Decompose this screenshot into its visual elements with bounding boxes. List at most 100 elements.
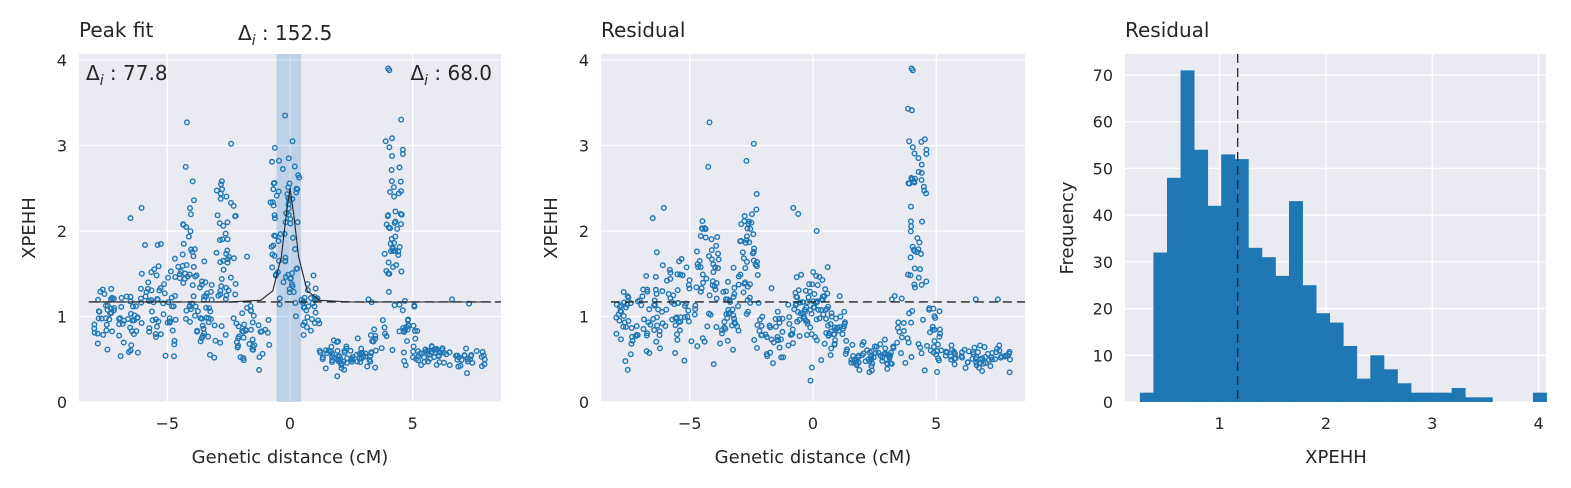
peak-fit-point-189 [194,327,201,334]
peak-fit-point-96 [172,316,179,323]
histogram-bar-16 [1356,378,1371,402]
residual-scatter-point-66 [672,350,679,357]
residual-scatter-point-146 [698,285,705,292]
residual-scatter-point-97 [669,316,676,323]
residual-scatter-point-90 [663,306,670,313]
residual-scatter-point-432 [866,349,873,356]
peak-fit-point-69 [170,353,177,360]
delta-annotation-left: Δi : 77.8 [86,61,168,89]
residual-scatter-point-604 [649,215,656,222]
residual-scatter-point-307 [819,277,826,284]
residual-scatter-point-450 [900,320,907,327]
peak-fit-point-488 [398,268,405,275]
residual-scatter-point-527 [930,305,937,312]
histogram-bar-19 [1397,383,1412,402]
peak-fit-point-89 [146,325,153,332]
histogram-bar-9 [1261,257,1276,402]
residual-scatter-point-200 [753,206,760,213]
residual-scatter-point-238 [754,271,761,278]
peak-fit-point-67 [142,242,149,249]
residual-scatter-point-147 [708,247,715,254]
peak-fit-point-49 [96,308,103,315]
residual-scatter-point-192 [721,324,728,331]
peak-fit-point-237 [217,291,224,298]
peak-fit-point-92 [172,292,179,299]
residual-scatter-point-118 [663,277,670,284]
residual-scatter-point-454 [895,319,902,326]
residual-scatter-point-89 [653,249,660,256]
peak-fit-point-230 [230,202,237,209]
residual-scatter-point-547 [979,367,986,374]
peak-fit-point-43 [100,331,107,338]
residual-scatter-point-519 [933,351,940,358]
peak-fit-point-141 [186,205,193,212]
peak-fit-point-471 [394,225,401,232]
residual-scatter-point-295 [813,316,820,323]
residual-scatter-point-16 [643,273,650,280]
peak-fit-point-119 [167,318,174,325]
peak-fit-point-595 [285,155,292,162]
peak-fit-point-437 [348,358,355,365]
peak-fit-point-296 [280,279,287,286]
residual-scatter-point-449 [894,339,901,346]
residual-scatter-point-584 [979,355,986,362]
residual-scatter-point-353 [828,345,835,352]
histogram-bar-10 [1275,275,1290,402]
peak-fit-point-477 [381,250,388,257]
peak-fit-point-221 [225,287,232,294]
peak-fit-lines [88,188,501,303]
peak-fit-point-181 [205,333,212,340]
residual-scatter-point-341 [812,299,819,306]
peak-fit-point-206 [222,296,229,303]
peak-fit-point-118 [162,352,169,359]
peak-fit-point-215 [217,287,224,294]
peak-fit-point-111 [171,341,178,348]
peak-fit-point-519 [400,349,407,356]
residual-scatter-point-112 [676,327,683,334]
peak-fit-point-149 [187,306,194,313]
peak-fit-point-192 [198,315,205,322]
residual-scatter-point-156 [707,311,714,318]
peak-fit-point-74 [137,295,144,302]
histogram-bar-2 [1166,177,1181,402]
peak-fit-point-185 [203,304,210,311]
peak-fit-point-93 [146,297,153,304]
residual-scatter-point-279 [768,285,775,292]
peak-fit-point-454 [372,364,379,371]
residual-scatter-point-254 [779,328,786,335]
peak-fit-point-500 [388,178,395,185]
peak-fit-point-476 [398,116,405,123]
residual-scatter-point-20 [613,330,620,337]
peak-fit-point-59 [128,328,135,335]
residual-scatter-point-354 [824,322,831,329]
residual-scatter-point-137 [710,269,717,276]
residual-scatter-point-141 [713,242,720,249]
residual-scatter-point-160 [735,303,742,310]
peak-fit-points [91,65,488,380]
residual-scatter-point-237 [737,238,744,245]
histogram-bar-29 [1532,392,1547,402]
residual-scatter-point-213 [746,239,753,246]
peak-fit-point-277 [249,319,256,326]
peak-fit-point-377 [311,320,318,327]
residual-scatter-point-466 [911,265,918,272]
peak-fit-point-382 [322,365,329,372]
peak-fit-point-589 [430,346,437,353]
residual-scatter-point-251 [763,334,770,341]
residual-scatter-point-12 [645,319,652,326]
residual-scatter-point-247 [772,316,779,323]
peak-fit-point-174 [211,322,218,329]
peak-fit-point-351 [312,309,319,316]
residual-scatter-point-59 [634,332,641,339]
residual-scatter-point-413 [887,360,894,367]
peak-fit-point-576 [455,363,462,370]
peak-fit-point-61 [169,327,176,334]
peak-fit-title: Peak fit [79,18,153,42]
residual-scatter-point-171 [730,346,737,353]
residual-scatter-point-345 [821,340,828,347]
peak-fit-point-447 [381,324,388,331]
residual-scatter-point-463 [919,316,926,323]
residual-scatter-point-522 [931,338,938,345]
peak-fit-point-207 [218,323,225,330]
